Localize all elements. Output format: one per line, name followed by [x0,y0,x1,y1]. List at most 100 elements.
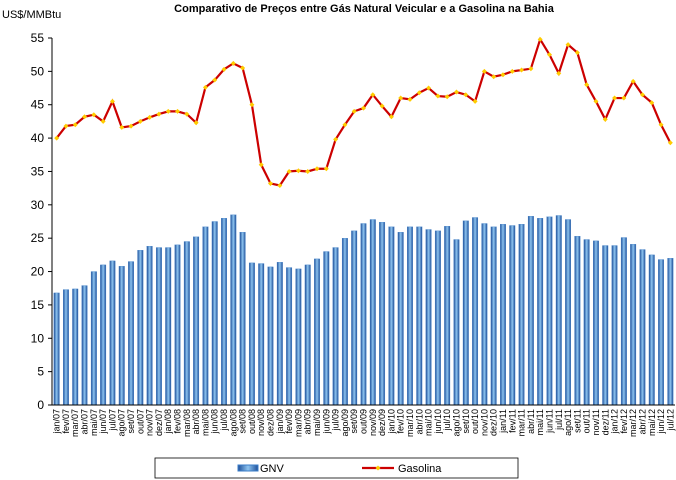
bar [602,245,609,406]
marker [398,95,404,101]
bar [165,247,172,406]
marker [500,72,506,78]
bar [81,285,88,406]
marker [453,89,459,95]
x-tick-label: mar/09 [293,409,303,437]
bar [388,226,395,406]
legend-marker [375,465,381,471]
marker [175,108,181,114]
x-tick-label: fev/11 [507,409,517,433]
marker [649,100,655,106]
x-tick-label: jan/12 [610,409,620,435]
x-tick-label: jan/07 [52,409,62,435]
marker [72,122,78,128]
bar [397,232,404,406]
marker [184,111,190,117]
marker [463,92,469,98]
marker [193,120,199,126]
y-tick-label: 10 [31,331,45,345]
marker [54,135,60,141]
marker [407,96,413,102]
legend-label: Gasolina [398,463,442,475]
marker [361,105,366,111]
x-tick-label: jun/12 [656,409,666,435]
bar [72,288,79,406]
legend-swatch [237,464,259,472]
marker [286,168,292,174]
marker [519,67,525,73]
bar [481,223,488,406]
bar [258,263,265,406]
marker [388,114,394,120]
bar [583,239,590,406]
x-tick-label: fev/10 [396,409,406,434]
bar [221,218,227,406]
bar [369,219,376,406]
marker [630,78,636,84]
marker [305,168,311,174]
x-tick-label: set/07 [126,409,136,434]
x-tick-label: set/09 [349,409,359,434]
bar [416,226,423,406]
x-tick-label: out/10 [470,409,480,434]
bar [332,247,339,406]
marker [546,52,552,58]
x-tick-label: abr/07 [80,409,90,435]
x-tick-label: jun/09 [321,409,331,435]
x-tick-label: mar/12 [628,409,638,437]
bar [546,216,553,406]
marker [165,108,171,114]
x-tick-label: jun/08 [210,409,220,435]
x-tick-label: mai/11 [535,409,545,435]
bar [63,289,69,406]
bar [211,221,218,406]
x-tick-label: set/08 [238,409,248,434]
bar [276,262,283,406]
marker [295,168,301,174]
y-tick-label: 55 [31,31,45,45]
marker [658,122,664,128]
bar [574,236,581,406]
x-tick-label: abr/09 [303,409,313,435]
marker [277,182,283,188]
marker [621,95,627,101]
bar [137,250,144,406]
x-tick-label: dez/08 [266,409,276,436]
x-tick-label: jun/11 [544,409,554,434]
x-tick-label: fev/09 [284,409,294,434]
bar [341,238,348,406]
bar [611,245,618,406]
bar [444,226,451,406]
bar [146,246,153,406]
x-tick-label: mai/10 [424,409,434,436]
bar [537,218,544,406]
x-tick-label: dez/07 [154,409,164,436]
bar [193,236,200,406]
x-tick-label: abr/08 [191,409,201,435]
marker [212,77,218,83]
bar [379,222,386,406]
marker [639,92,645,98]
bar [565,219,572,406]
bar [351,230,358,406]
marker [128,123,134,129]
x-tick-label: dez/09 [377,409,387,436]
marker [426,85,432,91]
x-tick-label: set/11 [572,409,582,433]
x-tick-label: ago/11 [563,409,573,436]
x-tick-label: jul/08 [219,409,229,432]
bar [658,259,664,406]
bar [407,226,413,406]
bar [490,226,497,406]
y-tick-label: 50 [31,64,45,78]
bar [239,232,246,406]
bar [472,217,479,406]
bar [118,266,125,406]
bar [593,240,599,406]
bar [639,249,646,406]
marker [481,68,487,74]
marker [612,95,618,101]
x-tick-label: jul/11 [554,409,564,431]
bar [174,244,181,406]
